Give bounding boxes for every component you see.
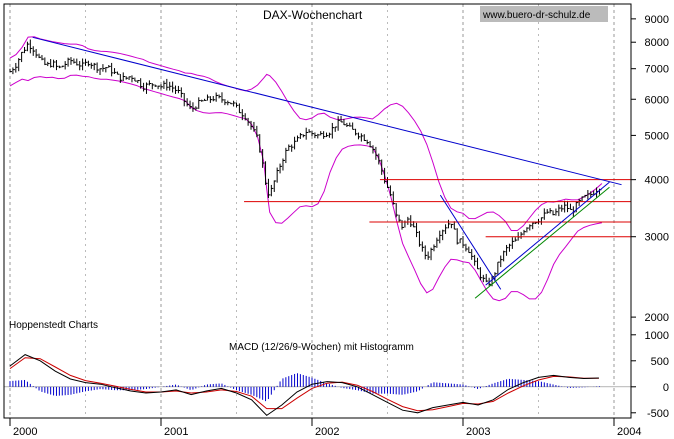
- price-y-tick-label: 6000: [645, 94, 669, 106]
- trendline: [32, 36, 622, 186]
- bollinger-bands: [9, 36, 603, 302]
- macd-y-tick-label: -500: [647, 408, 669, 420]
- x-tick-label: 2001: [164, 426, 188, 438]
- macd-panel: [4, 354, 631, 417]
- macd-title: MACD (12/26/9-Wochen) mit Histogramm: [229, 342, 414, 353]
- macd-y-tick-label: 0: [663, 382, 669, 394]
- x-tick-label: 2002: [315, 426, 339, 438]
- axes: 2000 2001 2002 2003 200490008000700060005000…: [3, 3, 669, 438]
- price-y-tick-label: 9000: [645, 14, 669, 26]
- macd-y-tick-label: 1000: [645, 330, 669, 342]
- plot-frame: [3, 3, 632, 419]
- price-y-tick-label: 3000: [645, 232, 669, 244]
- lower-band: [9, 74, 602, 302]
- trendlines: [32, 36, 622, 299]
- chart-title: DAX-Wochenchart: [263, 8, 363, 22]
- macd-line: [9, 354, 599, 417]
- watermark-box: [480, 6, 608, 22]
- price-y-tick-label: 8000: [645, 37, 669, 49]
- signal-line: [9, 357, 599, 412]
- price-y-tick-label: 2000: [645, 312, 669, 324]
- grid-lines: [9, 4, 615, 418]
- price-y-tick-label: 4000: [645, 175, 669, 187]
- price-y-tick-label: 7000: [645, 64, 669, 76]
- price-series: [9, 39, 602, 287]
- watermark-text: www.buero-dr-schulz.de: [482, 10, 591, 21]
- macd-y-tick-label: 500: [651, 356, 669, 368]
- horizontal-levels: [244, 179, 631, 238]
- source-label: Hoppenstedt Charts: [9, 320, 98, 331]
- trendline: [439, 194, 502, 290]
- price-y-tick-label: 5000: [645, 130, 669, 142]
- x-tick-label: 2000: [13, 426, 37, 438]
- trendline: [485, 181, 610, 286]
- trendline: [474, 186, 610, 299]
- upper-band: [9, 36, 603, 231]
- x-tick-label: 2003: [466, 426, 490, 438]
- x-tick-label: 2004: [617, 426, 641, 438]
